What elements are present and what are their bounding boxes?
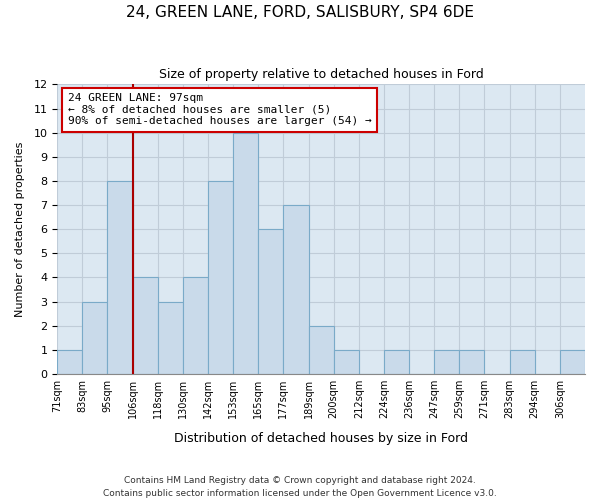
Bar [208, 181, 233, 374]
Bar [107, 181, 133, 374]
Bar [560, 350, 585, 374]
Text: Contains HM Land Registry data © Crown copyright and database right 2024.
Contai: Contains HM Land Registry data © Crown c… [103, 476, 497, 498]
Title: Size of property relative to detached houses in Ford: Size of property relative to detached ho… [159, 68, 484, 80]
Bar [283, 205, 308, 374]
Bar [233, 132, 258, 374]
Text: 24, GREEN LANE, FORD, SALISBURY, SP4 6DE: 24, GREEN LANE, FORD, SALISBURY, SP4 6DE [126, 5, 474, 20]
Bar [384, 350, 409, 374]
Bar [434, 350, 460, 374]
Bar [258, 229, 283, 374]
Bar [509, 350, 535, 374]
Bar [57, 350, 82, 374]
Text: 24 GREEN LANE: 97sqm
← 8% of detached houses are smaller (5)
90% of semi-detache: 24 GREEN LANE: 97sqm ← 8% of detached ho… [68, 93, 371, 126]
Bar [460, 350, 484, 374]
Bar [133, 278, 158, 374]
Bar [82, 302, 107, 374]
X-axis label: Distribution of detached houses by size in Ford: Distribution of detached houses by size … [174, 432, 468, 445]
Y-axis label: Number of detached properties: Number of detached properties [15, 142, 25, 317]
Bar [183, 278, 208, 374]
Bar [308, 326, 334, 374]
Bar [334, 350, 359, 374]
Bar [158, 302, 183, 374]
